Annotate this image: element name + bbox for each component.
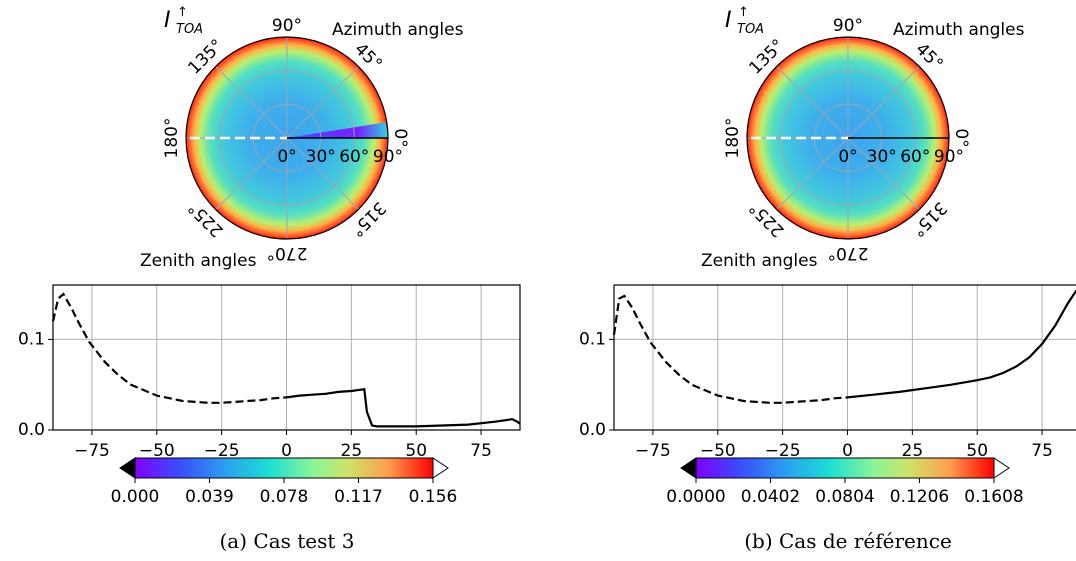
profile-y-tick-labels: 0.0 0.1 xyxy=(579,329,606,440)
x-tick-label: −50 xyxy=(139,441,175,461)
colorbar-tick: 0.039 xyxy=(185,487,234,507)
quantity-label-base: I xyxy=(164,8,171,33)
profile-solid-series xyxy=(847,289,1076,399)
x-tick-label: 25 xyxy=(341,441,363,461)
colorbar-tick-labels: 0.000 0.039 0.078 0.117 0.156 xyxy=(111,487,458,507)
x-tick-label: 25 xyxy=(902,441,924,461)
azimuth-tick-0: 0° xyxy=(951,128,971,147)
colorbar-tick: 0.0804 xyxy=(815,487,874,507)
azimuth-tick-180: 180° xyxy=(162,118,182,159)
colorbar-extend-high xyxy=(432,457,449,479)
profile-axes-frame xyxy=(52,284,521,431)
zenith-tick-labels: 0° 30° 60° 90° xyxy=(277,147,403,167)
zenith-tick-labels: 0° 30° 60° 90° xyxy=(838,147,964,167)
colorbar-b: 0.0000 0.0402 0.0804 0.1206 0.1608 xyxy=(666,457,1024,507)
zenith-tick-60: 60° xyxy=(339,147,369,167)
x-tick-label: 75 xyxy=(470,441,492,461)
quantity-label-sup: ↑ xyxy=(177,5,188,20)
y-tick-label: 0.0 xyxy=(579,420,606,440)
caption-b: (b) Cas de référence xyxy=(744,529,952,553)
profile-plot-b: −75 −50 −25 0 25 50 75 0.0 0.1 xyxy=(579,284,1076,461)
x-tick-label: −50 xyxy=(700,441,736,461)
profile-solid-series xyxy=(286,387,521,428)
zenith-tick-0: 0° xyxy=(277,147,296,167)
azimuth-tick-180: 180° xyxy=(723,118,743,159)
azimuth-tick-0: 0° xyxy=(390,128,410,147)
profile-axes-frame xyxy=(613,284,1076,431)
x-tick-label: −25 xyxy=(204,441,240,461)
azimuth-tick-90: 90° xyxy=(272,16,302,36)
zenith-axis-label: Zenith angles xyxy=(701,251,818,271)
azimuth-axis-label: Azimuth angles xyxy=(893,20,1025,40)
zenith-tick-30: 30° xyxy=(867,147,897,167)
colorbar-tick: 0.0000 xyxy=(666,487,725,507)
profile-dashed-series xyxy=(51,292,287,404)
x-tick-label: −75 xyxy=(74,441,110,461)
x-tick-label: −75 xyxy=(635,441,671,461)
profile-y-tick-labels: 0.0 0.1 xyxy=(18,329,45,440)
profile-x-tick-labels: −75 −50 −25 0 25 50 75 xyxy=(635,441,1053,461)
azimuth-axis-label: Azimuth angles xyxy=(332,20,464,40)
polar-highlight-sector xyxy=(287,122,388,138)
profile-plot-a: −75 −50 −25 0 25 50 75 0.0 0.1 xyxy=(18,284,521,461)
panel-b: I TOA ↑ Azimuth angles Zenith angles 0° … xyxy=(579,5,1076,553)
colorbar-tick: 0.1206 xyxy=(890,487,949,507)
colorbar-ticks xyxy=(134,478,434,483)
x-tick-label: −25 xyxy=(765,441,801,461)
colorbar-extend-high xyxy=(993,457,1010,479)
quantity-label-sub: TOA xyxy=(737,22,764,37)
x-tick-label: 0 xyxy=(842,441,853,461)
azimuth-tick-90: 90° xyxy=(833,16,863,36)
colorbar-gradient xyxy=(695,457,995,479)
x-tick-label: 50 xyxy=(966,441,988,461)
colorbar-tick: 0.078 xyxy=(260,487,309,507)
colorbar-gradient xyxy=(134,457,434,479)
polar-plot-a: I TOA ↑ Azimuth angles Zenith angles 0° … xyxy=(140,5,464,271)
y-tick-label: 0.1 xyxy=(579,329,606,349)
quantity-label-sub: TOA xyxy=(176,22,203,37)
colorbar-extend-low xyxy=(680,457,697,479)
azimuth-tick-270: 270° xyxy=(828,243,869,263)
colorbar-tick: 0.156 xyxy=(409,487,458,507)
profile-grid xyxy=(609,285,1076,435)
x-tick-label: 50 xyxy=(405,441,427,461)
profile-dashed-series xyxy=(612,294,848,404)
y-tick-label: 0.1 xyxy=(18,329,45,349)
colorbar-extend-low xyxy=(119,457,136,479)
x-tick-label: 0 xyxy=(281,441,292,461)
colorbar-tick: 0.117 xyxy=(334,487,383,507)
zenith-tick-30: 30° xyxy=(306,147,336,167)
colorbar-tick: 0.1608 xyxy=(964,487,1023,507)
quantity-label-sup: ↑ xyxy=(738,5,749,20)
zenith-tick-0: 0° xyxy=(838,147,857,167)
zenith-axis-label: Zenith angles xyxy=(140,251,257,271)
profile-grid xyxy=(48,285,520,435)
zenith-tick-60: 60° xyxy=(900,147,930,167)
panel-a: I TOA ↑ Azimuth angles Zenith angles 0° … xyxy=(18,5,521,553)
zenith-tick-90: 90° xyxy=(934,147,964,167)
quantity-label-base: I xyxy=(725,8,732,33)
colorbar-tick-labels: 0.0000 0.0402 0.0804 0.1206 0.1608 xyxy=(666,487,1023,507)
polar-plot-b: I TOA ↑ Azimuth angles Zenith angles 0° … xyxy=(701,5,1025,271)
caption-a: (a) Cas test 3 xyxy=(220,529,355,553)
profile-x-tick-labels: −75 −50 −25 0 25 50 75 xyxy=(74,441,492,461)
azimuth-tick-270: 270° xyxy=(267,243,308,263)
zenith-tick-90: 90° xyxy=(373,147,403,167)
colorbar-tick: 0.000 xyxy=(111,487,160,507)
x-tick-label: 75 xyxy=(1031,441,1053,461)
colorbar-tick: 0.0402 xyxy=(741,487,800,507)
colorbar-a: 0.000 0.039 0.078 0.117 0.156 xyxy=(111,457,458,507)
y-tick-label: 0.0 xyxy=(18,420,45,440)
colorbar-ticks xyxy=(695,478,995,483)
